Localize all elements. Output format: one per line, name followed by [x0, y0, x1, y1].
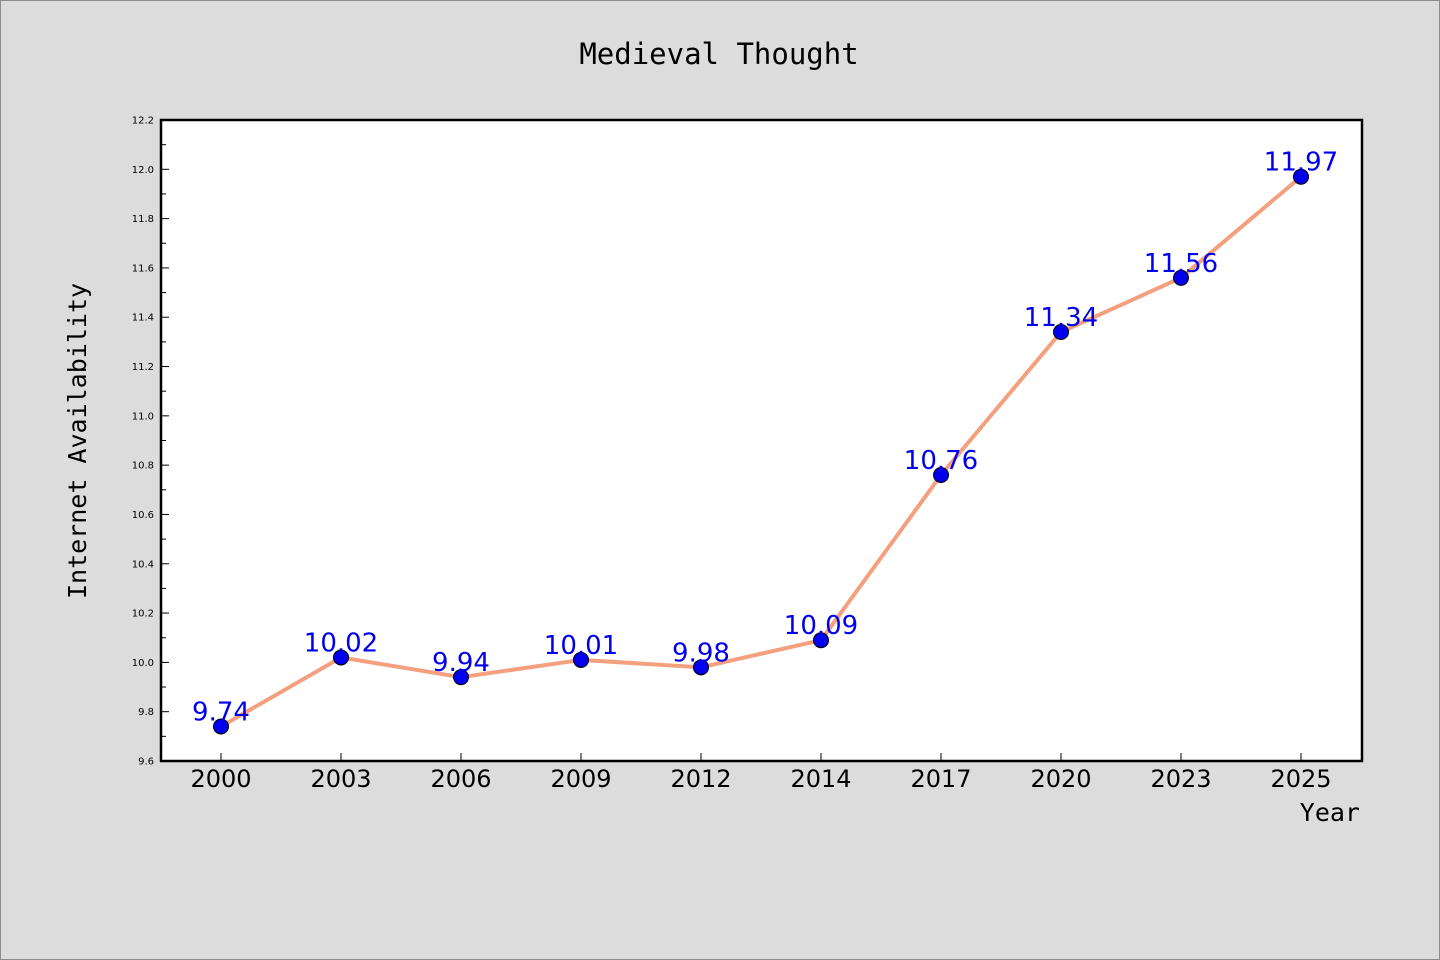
data-point: [573, 651, 589, 668]
chart-title: Medieval Thought: [579, 37, 858, 71]
data-point: [1173, 269, 1189, 286]
x-axis-label: Year: [1300, 798, 1360, 827]
y-tick-label: 10.0: [132, 658, 154, 669]
data-point: [933, 467, 949, 484]
y-tick-label: 11.2: [132, 362, 154, 373]
x-axis: 2000 2003 2006 2009 2012 2014 2017 2020 2023 2025: [190, 753, 1332, 793]
y-tick-label: 9.8: [138, 707, 154, 718]
y-tick-label: 11.8: [132, 214, 154, 225]
x-tick-label: 2012: [670, 765, 731, 793]
y-tick-label: 10.2: [132, 609, 154, 620]
y-axis-label: Internet Availability: [63, 283, 92, 599]
series-layer: 9.74 10.02 9.94 10.01 9.98 10.09 10.76 11.34 11.…: [192, 148, 1338, 735]
data-label: 9.94: [432, 648, 490, 678]
data-label: 9.98: [672, 638, 730, 668]
x-tick-label: 2000: [190, 765, 251, 793]
x-tick-label: 2017: [910, 765, 971, 793]
y-tick-label: 9.6: [138, 757, 154, 768]
data-label: 11.34: [1024, 303, 1098, 333]
data-point: [213, 718, 229, 735]
data-point: [1053, 324, 1069, 341]
data-label: 10.09: [784, 611, 858, 641]
x-tick-label: 2003: [310, 765, 371, 793]
data-label: 11.97: [1264, 148, 1338, 178]
data-label: 10.02: [304, 628, 378, 658]
y-tick-label: 12.2: [132, 116, 154, 127]
y-tick-label: 10.6: [132, 510, 154, 521]
data-point: [453, 669, 469, 686]
series-line: [219, 174, 1303, 729]
data-label: 10.76: [904, 446, 978, 476]
x-tick-label: 2006: [430, 765, 491, 793]
data-label: 9.74: [192, 697, 250, 727]
x-tick-label: 2014: [790, 765, 851, 793]
x-tick-label: 2020: [1030, 765, 1091, 793]
data-label: 11.56: [1144, 249, 1218, 279]
data-point: [813, 632, 829, 649]
x-tick-label: 2025: [1270, 765, 1331, 793]
x-tick-label: 2023: [1150, 765, 1211, 793]
y-tick-label: 11.0: [132, 411, 154, 422]
x-tick-label: 2009: [550, 765, 611, 793]
y-tick-label: 10.8: [132, 461, 154, 472]
data-point: [693, 659, 709, 676]
data-point: [1293, 168, 1309, 185]
data-point: [333, 649, 349, 666]
y-axis: 9.6 9.8 10.0 10.2 10.4 10.6 10.8 11.0 11.2 11.4 11…: [132, 116, 169, 768]
y-tick-label: 10.4: [132, 559, 154, 570]
y-tick-label: 11.4: [132, 313, 154, 324]
data-label: 10.01: [544, 631, 618, 661]
y-tick-label: 12.0: [132, 165, 154, 176]
y-tick-label: 11.6: [132, 263, 154, 274]
